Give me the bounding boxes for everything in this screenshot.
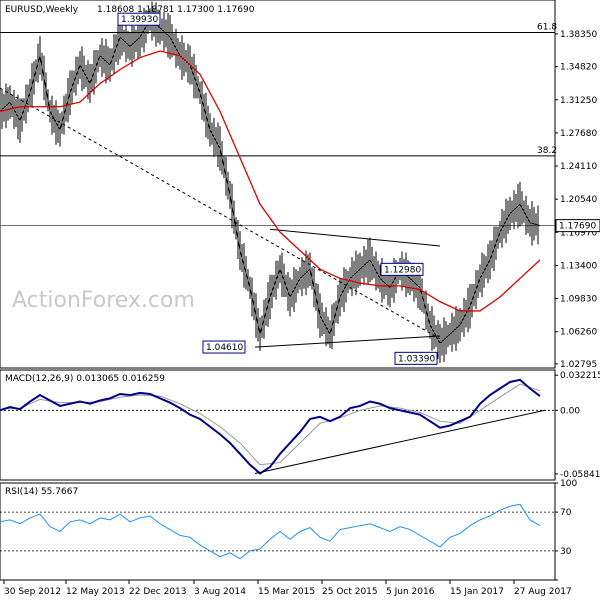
rsi-y-tick-label: 100 (560, 479, 577, 489)
x-tick-label: 12 May 2013 (66, 587, 125, 597)
fib-level-label: 61.8 (537, 22, 557, 32)
level-annotation-box (202, 340, 246, 354)
x-tick-label: 22 Dec 2013 (129, 587, 187, 597)
rsi-y-tick-label: 70 (560, 508, 572, 518)
price-series-line (0, 18, 541, 345)
price-y-tick-label: 1.06260 (560, 328, 597, 338)
level-annotation-label: 1.04610 (206, 343, 243, 353)
price-y-tick-label: 1.31250 (560, 96, 597, 106)
price-trendline (254, 335, 441, 348)
level-annotation-label: 1.03390 (398, 354, 435, 364)
price-y-tick-label: 1.38350 (560, 30, 597, 40)
macd-title: MACD(12,26,9) 0.013065 0.016259 (5, 374, 165, 384)
price-y-tick-label: 1.20540 (560, 195, 597, 205)
macd-signal-line (0, 383, 541, 466)
price-y-tick-label: 1.27680 (560, 129, 597, 139)
macd-panel: 0.032215 0.00 -0.058413 (0, 371, 600, 480)
price-panel: 1.38350 1.34820 1.31250 1.27680 1.24110 1.205… (0, 1, 600, 370)
x-tick-label: 25 Oct 2015 (322, 587, 378, 597)
level-annotation-label: 1.12980 (384, 265, 421, 275)
level-annotation-box (394, 351, 438, 365)
watermark: ActionForex.com (12, 288, 195, 313)
rsi-panel: 100 70 30 (0, 479, 577, 581)
macd-panel-frame (0, 369, 556, 481)
x-tick-label: 30 Sep 2012 (4, 587, 61, 597)
macd-trendline (254, 409, 546, 474)
price-panel-frame (0, 0, 556, 369)
price-trendline (0, 87, 441, 340)
price-y-tick-label: 1.09830 (560, 295, 597, 305)
x-axis: 30 Sep 2012 12 May 2013 22 Dec 2013 3 Aug 2… (3, 580, 572, 597)
ohlc-values: 1.18608 1.18781 1.17300 1.17690 (97, 5, 255, 15)
last-price-label: 1.17690 (559, 222, 596, 232)
price-y-tick-label: 1.24110 (560, 162, 597, 172)
symbol-title: EURUSD,Weekly (5, 5, 79, 15)
price-y-tick-label: 1.13400 (560, 261, 597, 271)
rsi-title: RSI(14) 55.7667 (5, 487, 78, 497)
macd-y-tick-label: 0.032215 (560, 371, 600, 381)
rsi-panel-frame (0, 482, 556, 581)
fib-level-label: 38.2 (537, 146, 557, 156)
macd-y-tick-label: -0.058413 (560, 470, 600, 480)
price-y-tick-label: 1.16970 (560, 228, 597, 238)
x-tick-label: 15 Jan 2017 (450, 587, 504, 597)
level-annotation-box (117, 12, 161, 26)
x-tick-label: 3 Aug 2014 (194, 587, 246, 597)
level-annotation-box (380, 262, 424, 276)
macd-line (0, 378, 541, 475)
macd-y-tick-label: 0.00 (560, 406, 580, 416)
price-y-tick-label: 1.02795 (560, 360, 597, 370)
x-tick-label: 27 Aug 2017 (514, 587, 572, 597)
level-annotation-label: 1.39930 (121, 15, 158, 25)
last-price-box (555, 219, 600, 233)
moving-average-line (0, 50, 541, 312)
rsi-y-tick-label: 30 (560, 547, 572, 557)
rsi-line (0, 503, 541, 560)
price-trendline (269, 228, 441, 247)
price-y-tick-label: 1.34820 (560, 63, 597, 73)
x-tick-label: 5 Jun 2016 (386, 587, 435, 597)
x-tick-label: 15 Mar 2015 (258, 587, 315, 597)
